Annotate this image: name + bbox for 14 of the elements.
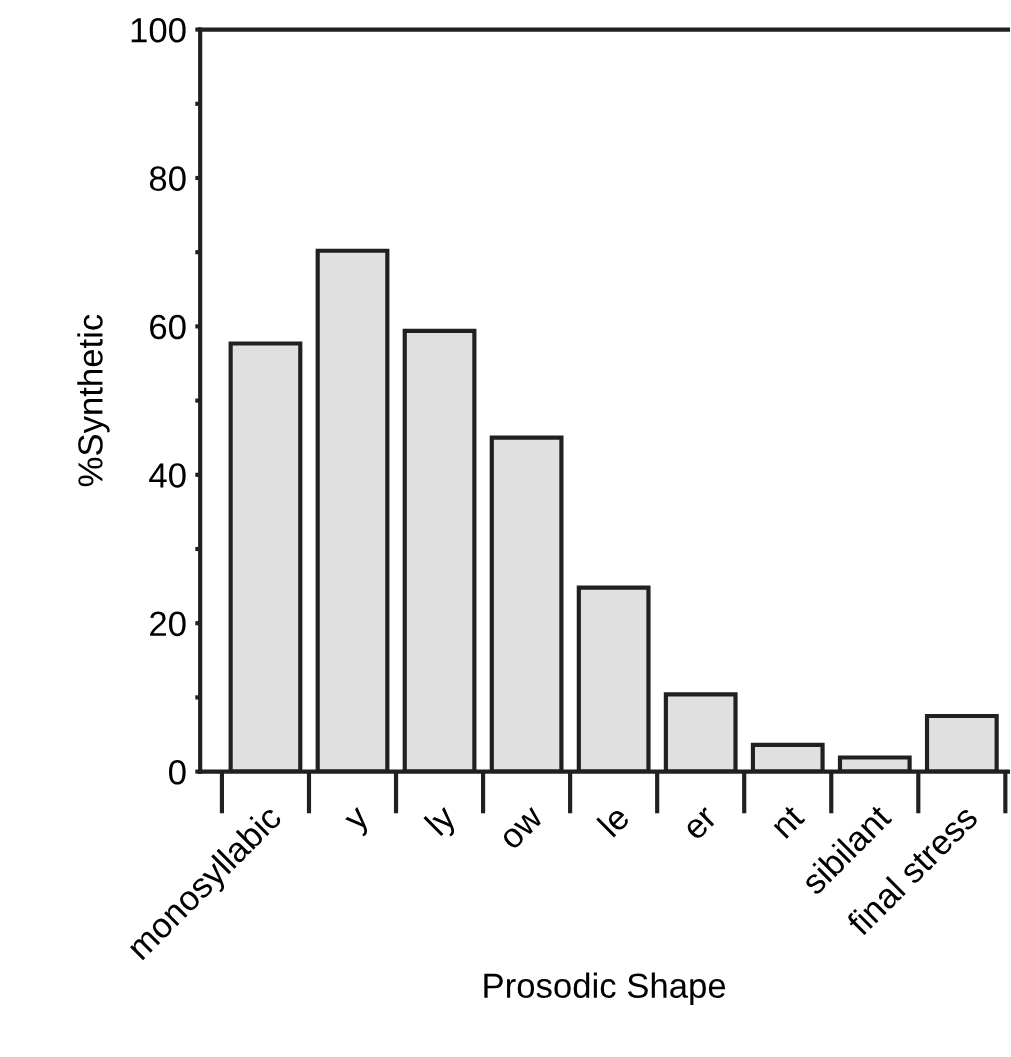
x-tick-label: er: [684, 807, 719, 841]
x-axis-title: Prosodic Shape: [484, 972, 726, 1005]
y-tick-label: 0: [169, 759, 186, 785]
y-tick-label: 100: [131, 17, 186, 43]
x-tick-label: y: [345, 807, 376, 838]
y-tick-label: 80: [149, 166, 186, 191]
x-tick-label: le: [596, 803, 631, 838]
y-axis-title: %Synthetic: [77, 314, 110, 487]
x-tick-label: ly: [423, 802, 463, 842]
x-tick-label: nt: [770, 804, 806, 839]
y-tick-label: 20: [150, 611, 186, 637]
y-tick-label: 60: [150, 314, 186, 340]
x-tick-label: ow: [500, 806, 545, 851]
y-tick-label: 40: [149, 463, 186, 488]
